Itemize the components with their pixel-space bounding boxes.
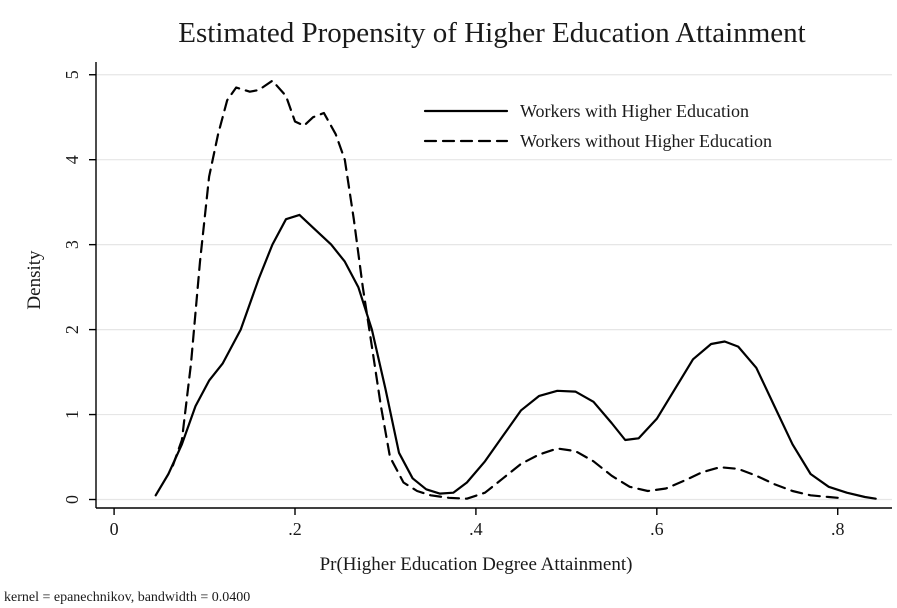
- legend: Workers with Higher Education Workers wit…: [423, 101, 772, 151]
- y-tick-label-1: 1: [62, 410, 82, 419]
- x-tick-label-3: .6: [650, 519, 664, 539]
- y-tick-label-0: 0: [62, 495, 82, 504]
- legend-label-1: Workers without Higher Education: [520, 131, 772, 151]
- x-tick-label-1: .2: [288, 519, 302, 539]
- y-tick-label-4: 4: [62, 155, 82, 164]
- chart-title: Estimated Propensity of Higher Education…: [178, 17, 805, 49]
- x-axis-label: Pr(Higher Education Degree Attainment): [320, 554, 633, 575]
- y-tick-label-5: 5: [62, 70, 82, 79]
- kernel-note: kernel = epanechnikov, bandwidth = 0.040…: [4, 590, 250, 605]
- x-tick-label-2: .4: [469, 519, 483, 539]
- legend-label-0: Workers with Higher Education: [520, 101, 749, 121]
- axes: 0 1 2 3 4 5 0 .2 .4 .6 .8: [62, 62, 892, 539]
- x-tick-label-4: .8: [831, 519, 845, 539]
- series-lines: [154, 79, 877, 500]
- x-tick-label-0: 0: [110, 519, 119, 539]
- series-line-with-higher-education: [154, 213, 877, 500]
- series-line-without-higher-education: [171, 79, 839, 500]
- gridlines: [96, 74, 892, 501]
- y-tick-label-2: 2: [62, 325, 82, 334]
- y-axis-label: Density: [24, 250, 45, 310]
- y-tick-label-3: 3: [62, 240, 82, 249]
